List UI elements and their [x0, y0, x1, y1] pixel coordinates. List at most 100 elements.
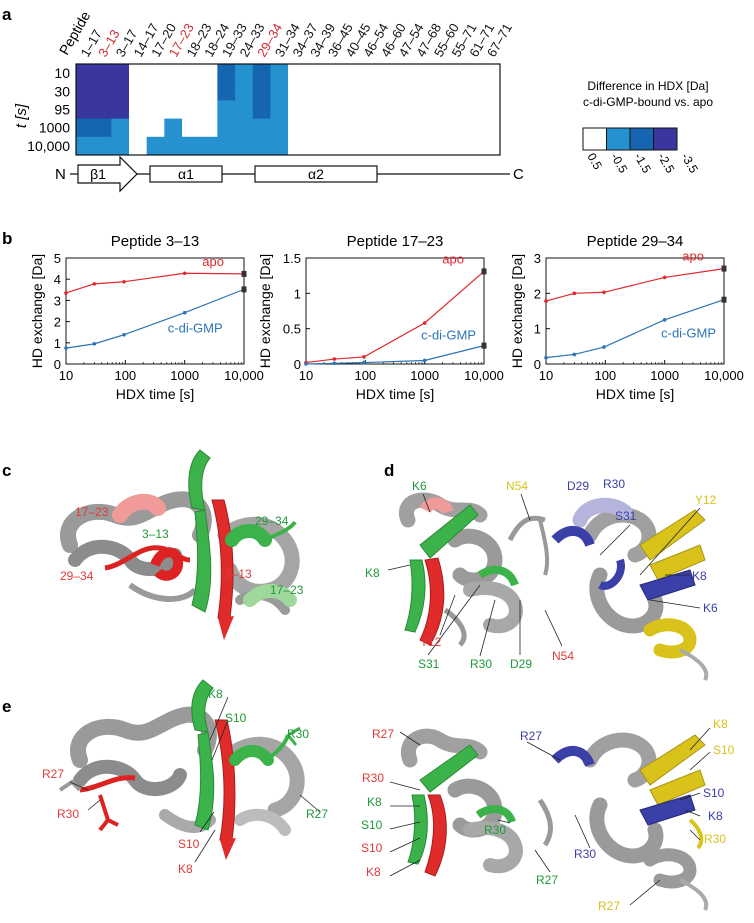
- heatmap-cell: [270, 136, 289, 156]
- heatmap-cell: [482, 64, 501, 83]
- heatmap-cell: [252, 136, 271, 156]
- heatmap-cell: [358, 82, 377, 101]
- legend-swatches: [582, 127, 678, 151]
- heatmap-cell: [358, 136, 377, 156]
- time-label: 30: [54, 83, 70, 99]
- y-tick-label: 3: [534, 251, 541, 266]
- structure-e-right-label: S10: [703, 786, 725, 800]
- heatmap-cell: [323, 82, 342, 101]
- heatmap-cell: [288, 118, 307, 138]
- y-tick-label: 2: [534, 286, 541, 301]
- series-label: c-di-GMP: [421, 328, 476, 343]
- heatmap-cell: [76, 118, 95, 138]
- heatmap-cell: [164, 118, 183, 138]
- legend-tick-label: -2.5: [655, 151, 678, 176]
- time-axis-label: t [s]: [13, 103, 30, 128]
- data-point: [182, 271, 187, 276]
- panel-label-c: c: [2, 461, 11, 480]
- chart-frame: [305, 257, 485, 365]
- y-tick-label: 0: [54, 357, 61, 372]
- heatmap-cell: [252, 118, 271, 138]
- heatmap-cell: [305, 118, 324, 138]
- heatmap-cell: [129, 82, 148, 101]
- n-terminus-label: N: [55, 166, 66, 183]
- heatmap-cell: [411, 82, 430, 101]
- heatmap-cell: [129, 100, 148, 119]
- legend-swatch: [606, 127, 631, 151]
- y-tick-label: 5: [54, 251, 61, 266]
- heatmap-cell: [235, 64, 254, 83]
- structure-e-label: S10: [225, 711, 247, 725]
- data-point: [122, 332, 126, 337]
- heatmap-cell: [464, 118, 483, 138]
- heatmap-cell: [394, 64, 413, 83]
- heatmap-cell: [146, 118, 165, 138]
- chart-title: Peptide 17–23: [347, 233, 444, 250]
- legend-title-line2: c-di-GMP-bound vs. apo: [583, 95, 713, 109]
- data-point: [721, 265, 727, 272]
- heatmap-cell: [111, 82, 130, 101]
- heatmap-cell: [394, 100, 413, 119]
- heatmap-cell: [288, 82, 307, 101]
- x-axis-label: HDX time [s]: [116, 386, 195, 402]
- legend-tick-label: 0.5: [584, 151, 605, 173]
- data-point: [544, 355, 548, 360]
- heatmap-cell: [288, 64, 307, 83]
- heatmap-cell: [164, 82, 183, 101]
- time-label: 10,000: [27, 138, 70, 154]
- structure-c-label: 29–34: [60, 569, 94, 583]
- heatmap-cell: [270, 118, 289, 138]
- structure-e-label: K8: [178, 862, 193, 876]
- structure-d-label: K6: [412, 479, 427, 493]
- heatmap-cell: [429, 64, 448, 83]
- heatmap-cell: [129, 64, 148, 83]
- heatmap-cell: [411, 64, 430, 83]
- structure-e-left-ribbon: [58, 679, 305, 860]
- series-line: [305, 270, 485, 364]
- data-point: [241, 286, 247, 293]
- heatmap-cell: [305, 100, 324, 119]
- data-point: [662, 318, 667, 322]
- data-point: [662, 275, 667, 280]
- chart-frame: [65, 257, 245, 365]
- data-point: [304, 362, 308, 366]
- heatmap-cell: [376, 64, 395, 83]
- structure-d-leader-lines: [387, 493, 701, 657]
- heatmap-cell: [93, 118, 112, 138]
- legend-swatch: [582, 127, 607, 151]
- heatmap-cell: [429, 100, 448, 119]
- structure-e-right-label: K8: [367, 795, 382, 809]
- heatmap-cell: [358, 100, 377, 119]
- x-tick-label: 100: [354, 368, 376, 383]
- structure-d-label: S31: [615, 509, 637, 523]
- y-tick-label: 0.5: [283, 322, 301, 337]
- heatmap-cell: [182, 82, 201, 101]
- heatmap-cell: [270, 64, 289, 83]
- heatmap-cell: [429, 136, 448, 156]
- x-tick-label: 100: [114, 368, 136, 383]
- heatmap-cell: [129, 118, 148, 138]
- y-axis-label: HD exchange [Da]: [509, 254, 525, 368]
- y-tick-label: 1.5: [283, 251, 301, 266]
- chart-peptide-29-34: Peptide 29–34 10 100 1000 10,000 0 1 2 3 HDX time…: [509, 233, 744, 402]
- panel-label-d: d: [384, 461, 394, 480]
- heatmap-cell: [411, 100, 430, 119]
- heatmap-cell: [199, 64, 218, 83]
- heatmap-cell: [341, 82, 360, 101]
- heatmap-cell: [447, 136, 466, 156]
- structure-e-label: R27: [306, 807, 328, 821]
- heatmap-cell: [164, 100, 183, 119]
- heatmap-cell: [376, 82, 395, 101]
- legend-title-line1: Difference in HDX [Da]: [587, 79, 708, 93]
- heatmap-cell: [270, 100, 289, 119]
- heatmap-cell: [394, 118, 413, 138]
- heatmap-cell: [182, 136, 201, 156]
- heatmap-cell: [305, 64, 324, 83]
- heatmap-cell: [341, 118, 360, 138]
- heatmap-grid: [76, 64, 501, 156]
- peptide-labels: 1–173–133–1714–1717–2017–2318–2318–2419–…: [77, 21, 514, 60]
- heatmap-cell: [164, 136, 183, 156]
- data-point: [64, 291, 68, 295]
- heatmap-cell: [235, 136, 254, 156]
- heatmap-cell: [323, 118, 342, 138]
